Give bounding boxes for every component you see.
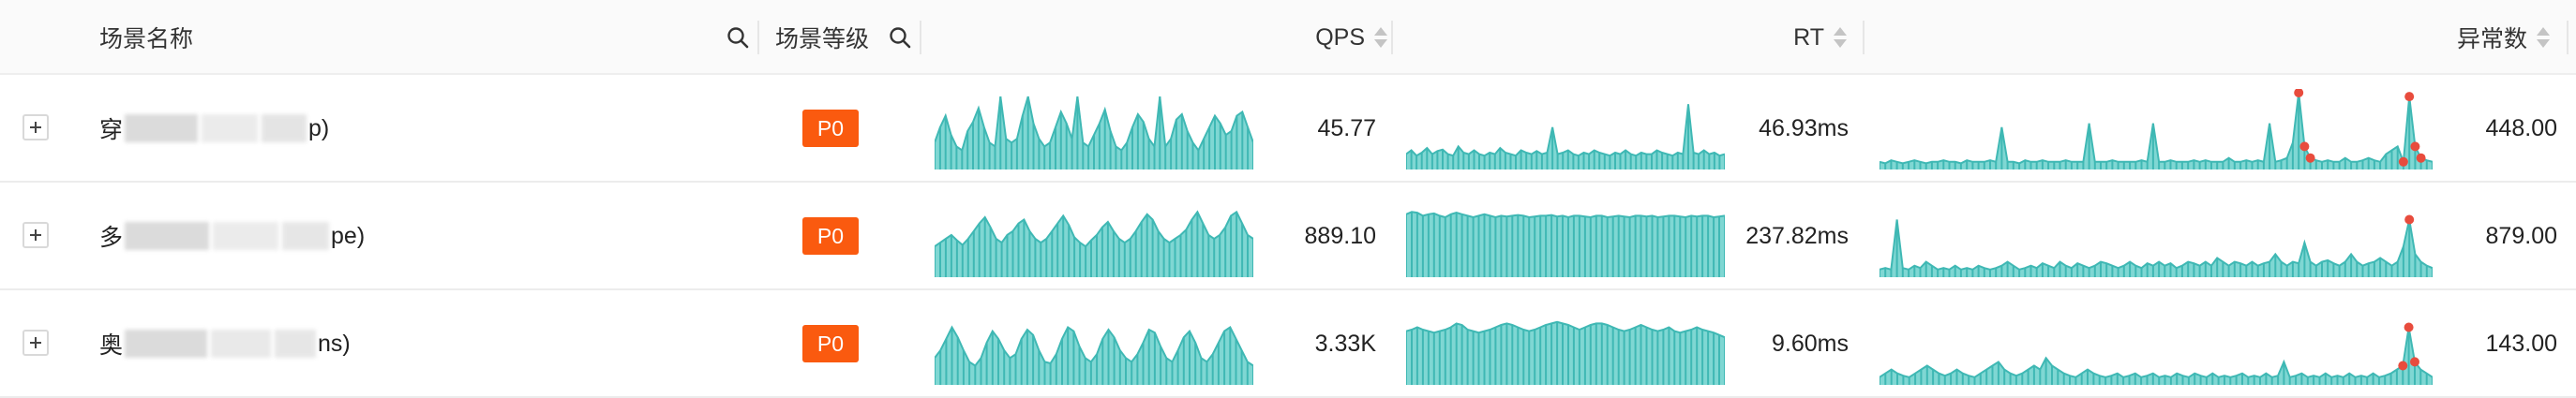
anomaly-value: 879.00 <box>2485 222 2557 249</box>
expand-plus-icon[interactable] <box>22 222 49 248</box>
anomaly-dot <box>2404 92 2415 102</box>
sparkline-line <box>1406 104 1725 157</box>
sort-icon[interactable] <box>1374 25 1387 50</box>
anomaly-dot <box>2305 153 2315 163</box>
column-divider <box>1863 21 1865 54</box>
qps-value: 3.33K <box>1314 330 1376 357</box>
anomaly-dot <box>2299 141 2310 152</box>
column-divider <box>920 21 921 54</box>
anomaly-sparkline <box>1880 89 2433 170</box>
table-row[interactable]: 多 pe) P0 889.10 237.82ms 879.00 <box>0 183 2576 290</box>
scene-name-suffix: pe) <box>331 222 366 249</box>
sparkline-area <box>935 96 1253 170</box>
redacted-mask <box>125 114 199 142</box>
sort-icon[interactable] <box>1834 25 1847 50</box>
sparkline-area <box>1406 321 1725 385</box>
anomaly-count-header-label: 异常数 <box>2456 26 2527 52</box>
rt-sparkline <box>1406 104 1725 170</box>
anomaly-dot <box>2398 156 2408 167</box>
column-header-scene-level: 场景等级 <box>775 0 869 75</box>
redacted-mask <box>202 114 259 142</box>
anomaly-value: 448.00 <box>2485 114 2557 141</box>
scene-name-suffix: p) <box>308 114 330 141</box>
redacted-mask <box>282 222 330 250</box>
table-row[interactable]: 穿 p) P0 45.77 46.93ms 448.00 <box>0 75 2576 183</box>
scene-level-header-label: 场景等级 <box>775 26 870 52</box>
sparkline-area <box>1880 327 2433 385</box>
redacted-mask <box>275 330 317 358</box>
anomaly-sparkline <box>1880 322 2433 385</box>
column-divider <box>757 21 759 54</box>
sparkline-area <box>935 327 1253 385</box>
rt-sparkline <box>1406 211 1725 277</box>
anomaly-dot <box>2410 357 2419 367</box>
qps-value: 889.10 <box>1304 222 1376 249</box>
sort-icon[interactable] <box>2537 25 2550 50</box>
table-row[interactable]: 奥 ns) P0 3.33K 9.60ms 143.00 <box>0 290 2576 398</box>
rt-header-label: RT <box>1793 23 1824 51</box>
sparkline-line <box>1880 92 2433 165</box>
anomaly-dot <box>2416 153 2426 163</box>
anomaly-sparkline <box>1880 214 2433 277</box>
sparkline-line <box>935 210 1253 248</box>
anomaly-value: 143.00 <box>2485 330 2557 357</box>
scene-name: 穿 p) <box>99 112 329 144</box>
level-badge: P0 <box>802 325 859 362</box>
scene-name: 多 pe) <box>99 220 365 252</box>
scene-name-prefix: 奥 <box>99 332 124 359</box>
redacted-mask <box>125 222 210 250</box>
column-header-qps[interactable]: QPS <box>1294 0 1387 75</box>
rt-value: 9.60ms <box>1772 330 1849 357</box>
anomaly-dot <box>2294 89 2304 97</box>
table-header: 场景名称 场景等级 QPS RT 异常数 <box>0 0 2576 75</box>
search-icon[interactable] <box>886 23 914 52</box>
anomaly-dot <box>2410 141 2420 152</box>
scene-name-suffix: ns) <box>318 330 351 357</box>
qps-value: 45.77 <box>1317 114 1376 141</box>
redacted-mask <box>262 114 307 142</box>
scene-name-prefix: 多 <box>99 225 124 251</box>
sparkline-line <box>1406 320 1725 339</box>
qps-sparkline <box>935 210 1253 277</box>
sparkline-area <box>1406 212 1725 277</box>
redacted-mask <box>125 330 208 358</box>
sparkline-line <box>935 325 1253 367</box>
scene-name-prefix: 穿 <box>99 117 124 143</box>
level-badge: P0 <box>802 217 859 255</box>
sparkline-line <box>1880 327 2433 378</box>
expand-plus-icon[interactable] <box>22 114 49 140</box>
sparkline-line <box>935 96 1253 153</box>
sparkline-area <box>1880 93 2433 170</box>
qps-header-label: QPS <box>1315 23 1365 51</box>
column-header-rt[interactable]: RT <box>1715 0 1847 75</box>
expand-plus-icon[interactable] <box>22 330 49 356</box>
qps-sparkline <box>935 325 1253 385</box>
rt-value: 46.93ms <box>1759 114 1849 141</box>
level-badge: P0 <box>802 110 859 147</box>
rt-value: 237.82ms <box>1745 222 1849 249</box>
redacted-mask <box>211 330 272 358</box>
column-divider <box>1391 21 1393 54</box>
sparkline-line <box>1406 211 1725 219</box>
scene-name: 奥 ns) <box>99 328 351 360</box>
qps-sparkline <box>935 96 1253 170</box>
column-header-scene-name: 场景名称 <box>99 0 193 75</box>
sparkline-area <box>935 212 1253 277</box>
search-icon[interactable] <box>724 23 752 52</box>
scene-name-header-label: 场景名称 <box>99 26 194 52</box>
column-header-anomaly-count[interactable]: 异常数 <box>2419 0 2550 75</box>
anomaly-dot <box>2398 361 2408 371</box>
column-divider <box>2567 21 2569 54</box>
anomaly-dot <box>2404 214 2415 225</box>
redacted-mask <box>213 222 279 250</box>
rt-sparkline <box>1406 320 1725 385</box>
sparkline-line <box>1880 219 2433 272</box>
anomaly-dot <box>2404 322 2414 332</box>
